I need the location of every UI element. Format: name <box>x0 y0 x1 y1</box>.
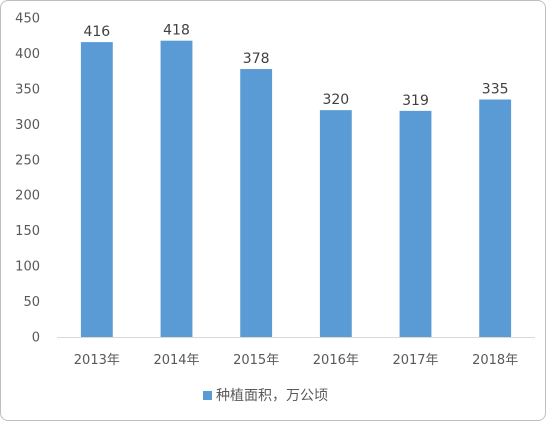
y-tick-label: 300 <box>15 118 40 133</box>
y-tick-label: 350 <box>15 82 40 97</box>
y-tick-label: 150 <box>15 224 40 239</box>
x-tick-label: 2013年 <box>74 353 120 368</box>
y-tick-label: 200 <box>15 189 40 204</box>
legend: 种植面积，万公顷 <box>203 388 328 404</box>
legend-swatch <box>203 391 212 400</box>
bar <box>399 110 432 337</box>
x-tick-label: 2014年 <box>153 353 199 368</box>
bar <box>479 99 512 338</box>
bar-value-label: 418 <box>163 23 190 39</box>
data-labels: 416 418 378 320 319 335 <box>83 23 508 109</box>
bar <box>80 42 113 337</box>
y-tick-label: 0 <box>32 331 40 346</box>
x-axis: 2013年 2014年 2015年 2016年 2017年 2018年 <box>74 353 518 368</box>
bar-value-label: 335 <box>482 82 509 98</box>
x-tick-label: 2015年 <box>233 353 279 368</box>
bar <box>240 69 273 337</box>
y-axis: 0 50 100 150 200 250 300 350 400 450 <box>15 12 40 346</box>
bar-value-label: 319 <box>402 93 429 109</box>
bar-value-label: 378 <box>243 51 270 67</box>
y-tick-label: 100 <box>15 260 40 275</box>
y-tick-label: 450 <box>15 12 40 27</box>
y-tick-label: 400 <box>15 47 40 62</box>
y-tick-label: 50 <box>23 295 40 310</box>
bar <box>319 110 352 338</box>
bar-value-label: 320 <box>322 92 349 108</box>
legend-label: 种植面积，万公顷 <box>216 388 328 404</box>
x-tick-label: 2016年 <box>313 353 359 368</box>
bar-value-label: 416 <box>83 24 110 40</box>
bar <box>160 40 193 337</box>
bars <box>80 40 512 338</box>
y-tick-label: 250 <box>15 153 40 168</box>
x-tick-label: 2017年 <box>392 353 438 368</box>
x-tick-label: 2018年 <box>472 353 518 368</box>
